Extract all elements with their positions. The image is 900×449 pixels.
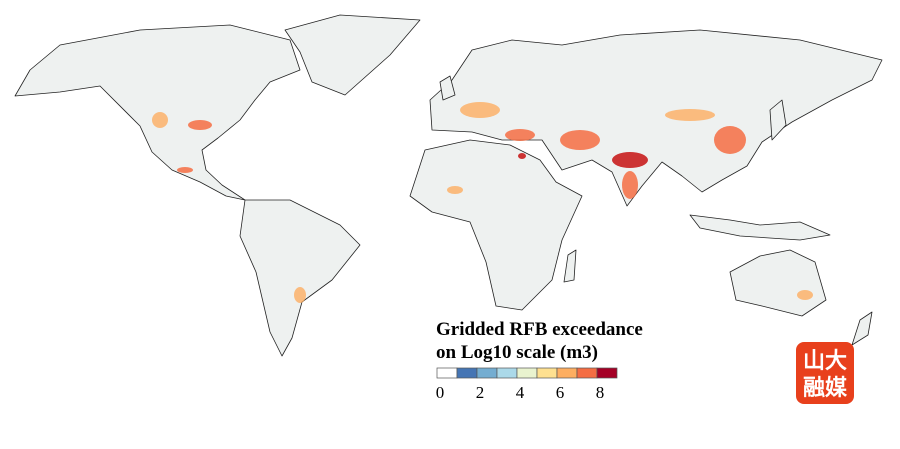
hotspot	[188, 120, 212, 130]
legend-tick-label: 8	[596, 383, 605, 402]
south-america	[239, 199, 361, 357]
greenland	[284, 14, 421, 96]
hotspot	[714, 126, 746, 154]
hotspot	[797, 290, 813, 300]
logo-badge	[796, 342, 854, 404]
hotspot	[622, 171, 638, 199]
legend: Gridded RFB exceedance on Log10 scale (m…	[436, 319, 643, 402]
legend-swatch	[496, 367, 518, 379]
hotspot	[177, 167, 193, 173]
hotspot	[460, 102, 500, 118]
hotspot	[447, 186, 463, 194]
legend-title: Gridded RFB exceedance	[436, 319, 643, 340]
legend-swatch	[596, 367, 618, 379]
hotspot	[612, 152, 648, 168]
legend-swatch	[436, 367, 458, 379]
legend-swatch	[456, 367, 478, 379]
uk	[439, 75, 456, 101]
australia	[729, 249, 827, 317]
legend-tick-label: 6	[556, 383, 565, 402]
hotspot	[560, 130, 600, 150]
hotspot	[505, 129, 535, 141]
hotspots	[152, 102, 813, 303]
legend-tick-label: 0	[436, 383, 445, 402]
africa	[409, 139, 583, 311]
legend-swatch	[476, 367, 498, 379]
madagascar	[563, 249, 577, 283]
hotspot	[665, 109, 715, 121]
hotspot	[152, 112, 168, 128]
legend-tick-label: 2	[476, 383, 485, 402]
legend-swatch	[516, 367, 538, 379]
legend-swatch	[576, 367, 598, 379]
eurasia	[429, 29, 883, 207]
legend-swatch	[536, 367, 558, 379]
hotspot	[294, 287, 306, 303]
japan	[769, 99, 787, 141]
indonesia	[689, 214, 831, 241]
logo: 山大 融媒	[796, 342, 854, 404]
logo-text: 山大	[803, 348, 847, 373]
logo-text: 融媒	[803, 375, 848, 400]
legend-title: on Log10 scale (m3)	[436, 342, 598, 363]
land	[14, 14, 883, 357]
new-zealand	[851, 311, 873, 346]
hotspot	[518, 153, 526, 159]
legend-tick-label: 4	[516, 383, 525, 402]
legend-swatch	[556, 367, 578, 379]
